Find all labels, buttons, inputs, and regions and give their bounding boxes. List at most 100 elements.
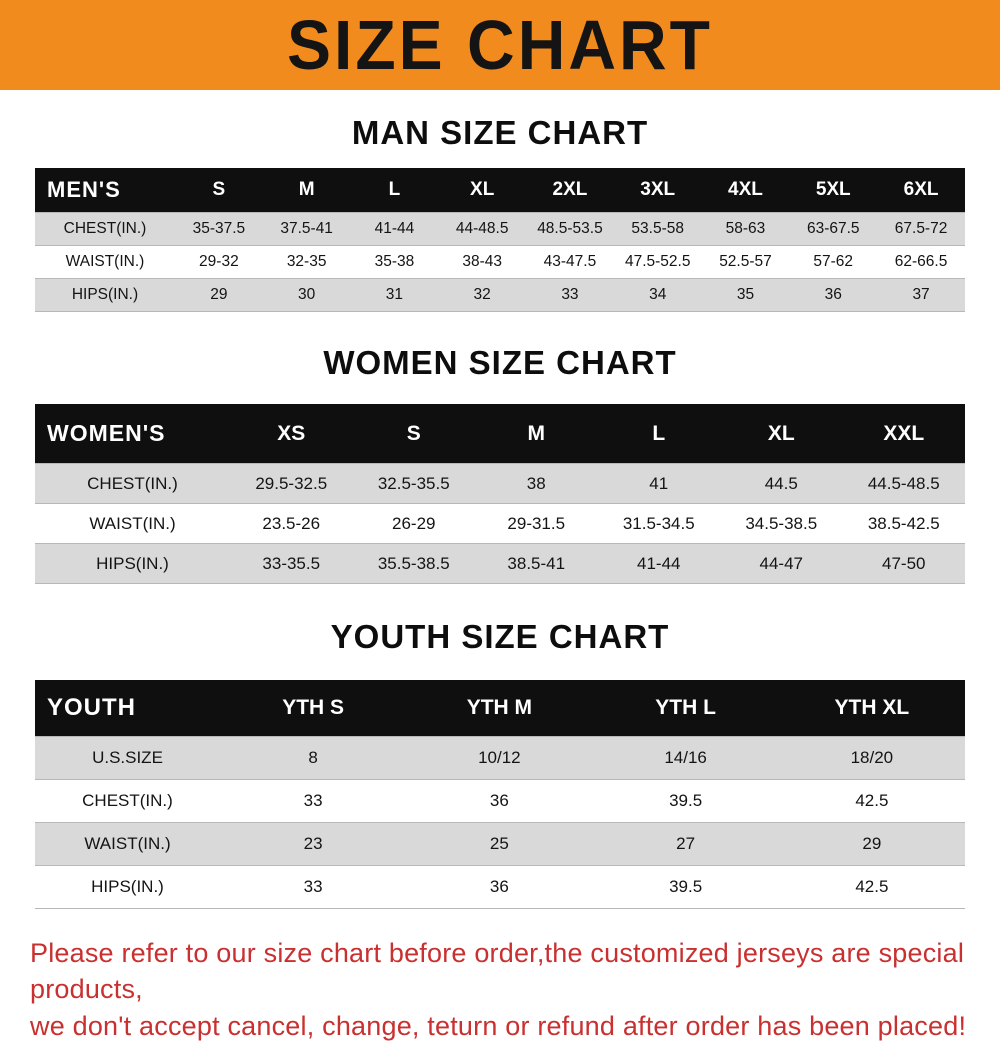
banner-title: SIZE CHART bbox=[287, 6, 713, 84]
size-value-cell: 23.5-26 bbox=[230, 503, 353, 544]
size-value-cell: 38 bbox=[475, 463, 598, 504]
table-row: CHEST(IN.) 29.5-32.5 32.5-35.5 38 41 44.5 44.5… bbox=[35, 463, 965, 504]
size-value-cell: 41-44 bbox=[350, 212, 439, 246]
size-column-header: YTH L bbox=[655, 696, 716, 719]
size-column-header: L bbox=[652, 421, 666, 445]
size-value-cell: 35 bbox=[701, 278, 790, 312]
youth-size-heading: YOUTH SIZE CHART bbox=[330, 618, 670, 655]
size-column-header: M bbox=[298, 179, 315, 200]
size-column-header: L bbox=[388, 179, 401, 200]
row-label-cell: CHEST(IN.) bbox=[35, 463, 230, 504]
size-column-header: 3XL bbox=[640, 179, 676, 200]
table-row: U.S.SIZE 8 10/12 14/16 18/20 bbox=[35, 736, 965, 780]
size-column-header: 2XL bbox=[552, 179, 588, 200]
row-label-cell: CHEST(IN.) bbox=[35, 212, 175, 246]
size-value-cell: 39.5 bbox=[592, 865, 779, 909]
size-column-header: XS bbox=[277, 421, 306, 445]
size-column-header: XL bbox=[470, 179, 495, 200]
size-value-cell: 26-29 bbox=[352, 503, 475, 544]
row-label-cell: WAIST(IN.) bbox=[35, 822, 220, 866]
row-label-cell: CHEST(IN.) bbox=[35, 779, 220, 823]
disclaimer-line-1: Please refer to our size chart before or… bbox=[30, 938, 965, 1005]
table-title-cell: MEN'S bbox=[47, 177, 121, 202]
size-column-header: YTH M bbox=[466, 696, 533, 719]
size-value-cell: 58-63 bbox=[701, 212, 790, 246]
row-label-cell: U.S.SIZE bbox=[35, 736, 220, 780]
size-value-cell: 8 bbox=[220, 736, 407, 780]
row-label-cell: WAIST(IN.) bbox=[35, 245, 175, 279]
table-row: HIPS(IN.) 33 36 39.5 42.5 bbox=[35, 865, 965, 909]
size-value-cell: 53.5-58 bbox=[613, 212, 702, 246]
size-value-cell: 32.5-35.5 bbox=[352, 463, 475, 504]
size-value-cell: 57-62 bbox=[789, 245, 878, 279]
youth-size-section: YOUTH SIZE CHART YOUTH YTH S YTH M YTH L YTH… bbox=[0, 584, 1000, 909]
size-value-cell: 41 bbox=[597, 463, 720, 504]
size-column-header: S bbox=[212, 179, 226, 200]
table-row: CHEST(IN.) 35-37.5 37.5-41 41-44 44-48.5 48.5… bbox=[35, 212, 965, 246]
size-value-cell: 35-37.5 bbox=[175, 212, 263, 246]
size-column-header: YTH S bbox=[282, 696, 345, 719]
size-value-cell: 37 bbox=[877, 278, 965, 312]
table-title-cell: YOUTH bbox=[47, 694, 136, 721]
size-value-cell: 37.5-41 bbox=[262, 212, 351, 246]
youth-size-table: YOUTH YTH S YTH M YTH L YTH XL U.S.SIZE 8 10/12… bbox=[35, 680, 965, 909]
size-value-cell: 44-47 bbox=[720, 543, 843, 584]
size-value-cell: 39.5 bbox=[592, 779, 779, 823]
size-value-cell: 29 bbox=[175, 278, 263, 312]
size-value-cell: 30 bbox=[262, 278, 351, 312]
size-value-cell: 43-47.5 bbox=[526, 245, 614, 279]
size-value-cell: 27 bbox=[592, 822, 779, 866]
size-value-cell: 36 bbox=[789, 278, 878, 312]
size-value-cell: 31 bbox=[350, 278, 439, 312]
size-value-cell: 62-66.5 bbox=[877, 245, 965, 279]
table-row: WAIST(IN.) 23.5-26 26-29 29-31.5 31.5-34.5 34… bbox=[35, 503, 965, 544]
size-value-cell: 31.5-34.5 bbox=[597, 503, 720, 544]
size-value-cell: 25 bbox=[406, 822, 593, 866]
size-value-cell: 33 bbox=[220, 779, 407, 823]
size-chart-banner: SIZE CHART bbox=[0, 0, 1000, 90]
table-row: HIPS(IN.) 33-35.5 35.5-38.5 38.5-41 41-44 44-… bbox=[35, 543, 965, 584]
women-size-section: WOMEN SIZE CHART WOMEN'S XS S M L XL XXL CHEST(… bbox=[0, 312, 1000, 584]
women-size-table: WOMEN'S XS S M L XL XXL CHEST(IN.) 29.5-32.5 32.5… bbox=[35, 404, 965, 584]
size-value-cell: 29 bbox=[778, 822, 965, 866]
disclaimer-text: Please refer to our size chart before or… bbox=[30, 935, 1000, 1044]
man-size-table: MEN'S S M L XL 2XL 3XL 4XL 5XL 6XL CHEST(IN.) 35-37… bbox=[35, 168, 965, 312]
table-row: WAIST(IN.) 23 25 27 29 bbox=[35, 822, 965, 866]
man-size-heading: MAN SIZE CHART bbox=[351, 114, 649, 151]
size-column-header: XXL bbox=[883, 421, 925, 445]
size-value-cell: 42.5 bbox=[778, 779, 965, 823]
size-value-cell: 38-43 bbox=[438, 245, 527, 279]
size-value-cell: 29-32 bbox=[175, 245, 263, 279]
size-column-header: YTH XL bbox=[834, 696, 910, 719]
size-value-cell: 48.5-53.5 bbox=[526, 212, 614, 246]
women-size-heading: WOMEN SIZE CHART bbox=[323, 344, 677, 381]
size-value-cell: 35-38 bbox=[350, 245, 439, 279]
size-value-cell: 10/12 bbox=[406, 736, 593, 780]
size-value-cell: 42.5 bbox=[778, 865, 965, 909]
row-label-cell: HIPS(IN.) bbox=[35, 865, 220, 909]
table-title-cell: WOMEN'S bbox=[47, 420, 166, 446]
size-value-cell: 32-35 bbox=[262, 245, 351, 279]
size-column-header: M bbox=[527, 421, 546, 445]
size-value-cell: 52.5-57 bbox=[701, 245, 790, 279]
size-value-cell: 18/20 bbox=[778, 736, 965, 780]
size-value-cell: 38.5-41 bbox=[475, 543, 598, 584]
table-header-row: YOUTH YTH S YTH M YTH L YTH XL bbox=[35, 680, 965, 737]
table-header-row: WOMEN'S XS S M L XL XXL bbox=[35, 404, 965, 464]
disclaimer-line-2: we don't accept cancel, change, teturn o… bbox=[30, 1010, 967, 1041]
size-value-cell: 33 bbox=[220, 865, 407, 909]
size-value-cell: 34 bbox=[613, 278, 702, 312]
size-value-cell: 44.5-48.5 bbox=[842, 463, 965, 504]
size-value-cell: 67.5-72 bbox=[877, 212, 965, 246]
row-label-cell: HIPS(IN.) bbox=[35, 278, 175, 312]
row-label-cell: WAIST(IN.) bbox=[35, 503, 230, 544]
size-value-cell: 23 bbox=[220, 822, 407, 866]
size-value-cell: 29-31.5 bbox=[475, 503, 598, 544]
size-value-cell: 38.5-42.5 bbox=[842, 503, 965, 544]
man-size-section: MAN SIZE CHART MEN'S S M L XL 2XL 3XL 4XL 5XL 6XL… bbox=[0, 90, 1000, 312]
size-value-cell: 33 bbox=[526, 278, 614, 312]
size-value-cell: 47-50 bbox=[842, 543, 965, 584]
size-value-cell: 41-44 bbox=[597, 543, 720, 584]
size-value-cell: 44.5 bbox=[720, 463, 843, 504]
row-label-cell: HIPS(IN.) bbox=[35, 543, 230, 584]
